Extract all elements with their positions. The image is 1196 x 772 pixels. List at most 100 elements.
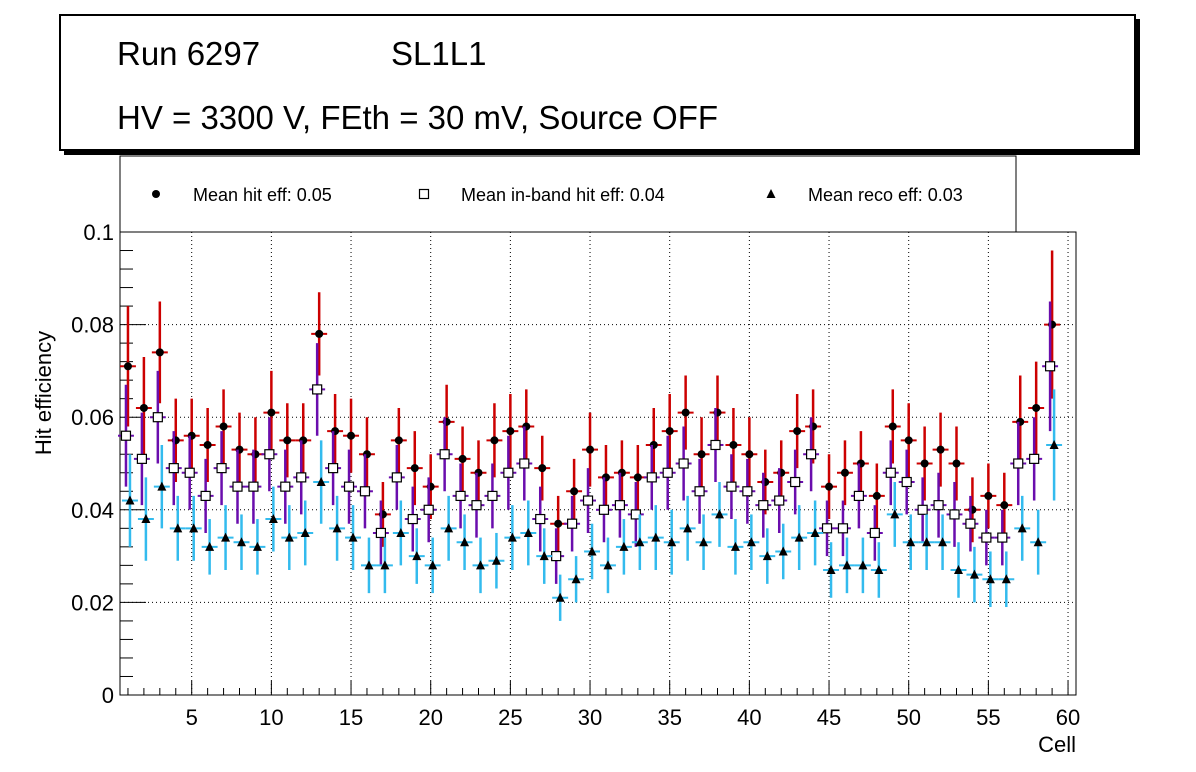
data-point [683,523,693,533]
data-point [858,560,868,570]
x-tick-label: 35 [657,705,681,730]
data-point [758,500,769,511]
data-point [523,527,533,537]
data-point [316,477,326,487]
legend-frame [119,155,1017,233]
data-point [1013,458,1024,469]
data-point [216,463,227,474]
data-point [391,472,402,483]
data-point [667,537,677,547]
data-point [936,445,945,454]
data-point [952,459,961,468]
legend: Mean hit eff: 0.05 Mean in-band hit eff: … [119,155,1017,233]
data-point [981,532,992,543]
data-point [710,439,721,451]
data-point [155,348,164,357]
data-point [267,408,276,417]
data-point [1029,453,1040,464]
legend-label-2: Mean in-band hit eff: 0.04 [461,185,665,205]
data-point [1001,574,1011,584]
data-point [635,537,645,547]
data-point [890,509,900,519]
x-tick-label: 55 [976,705,1000,730]
data-point [375,527,386,539]
conditions-label: HV = 3300 V, FEth = 30 mV, Source OFF [117,99,719,136]
data-point [619,541,629,551]
data-point [651,532,661,542]
x-tick-label: 60 [1056,705,1080,730]
data-point [840,468,849,477]
data-point [853,490,865,502]
x-tick-label: 5 [186,705,198,730]
data-point [984,491,993,500]
data-point [965,518,976,529]
data-point [120,430,132,441]
legend-marker-1 [152,190,160,198]
data-point [969,569,979,579]
data-point [837,523,849,534]
series-2 [118,301,1059,584]
data-point [412,551,422,561]
data-point [168,463,179,474]
data-point [726,481,737,492]
layer-label: SL1L1 [391,35,487,72]
data-point [423,504,434,515]
y-tick-label: 0.1 [83,220,114,245]
data-point [633,473,642,482]
data-point [598,504,610,515]
data-point [280,481,291,492]
data-point [571,574,581,584]
data-point [793,427,802,436]
legend-marker-2 [418,188,430,200]
data-point [1033,537,1043,547]
data-point [922,537,932,547]
data-point [566,518,578,529]
data-point [570,487,579,496]
data-point [359,486,371,497]
data-point [205,541,215,551]
data-point [745,450,754,459]
x-tick-label: 20 [418,705,442,730]
data-point [152,412,163,423]
x-tick-label: 45 [817,705,841,730]
data-point [506,427,515,436]
data-point [487,490,498,502]
data-point [730,541,740,551]
data-point [1032,403,1041,412]
y-axis-title: Hit efficiency [31,331,56,455]
y-tick-label: 0.06 [71,405,114,430]
data-point [933,500,944,511]
data-point [380,560,390,570]
data-point [842,560,852,570]
title-box: Run 6297 SL1L1 HV = 3300 V, FEth = 30 mV… [59,14,1136,151]
data-point [444,523,454,533]
data-point [264,449,275,460]
data-point [746,537,756,547]
data-point [662,467,673,478]
data-point [826,564,836,574]
data-point [123,362,132,371]
data-point [554,519,563,528]
data-point [997,532,1008,543]
data-point [699,537,709,547]
x-tick-label: 40 [737,705,761,730]
data-point [825,482,834,491]
data-point [535,513,546,525]
series-3 [122,389,1063,621]
data-point [221,532,231,542]
data-point [555,592,565,602]
data-point [347,431,356,440]
data-point [283,436,292,445]
data-point [954,564,963,574]
data-point [603,560,613,570]
data-point [203,440,212,449]
data-point [888,422,897,431]
data-point [173,523,183,533]
data-point [551,550,562,562]
data-point [519,458,530,469]
data-point [805,449,817,460]
legend-marker-3 [766,189,776,198]
plot-frame [119,231,1077,696]
data-point [410,464,419,473]
x-axis-title: Cell [1038,732,1076,757]
